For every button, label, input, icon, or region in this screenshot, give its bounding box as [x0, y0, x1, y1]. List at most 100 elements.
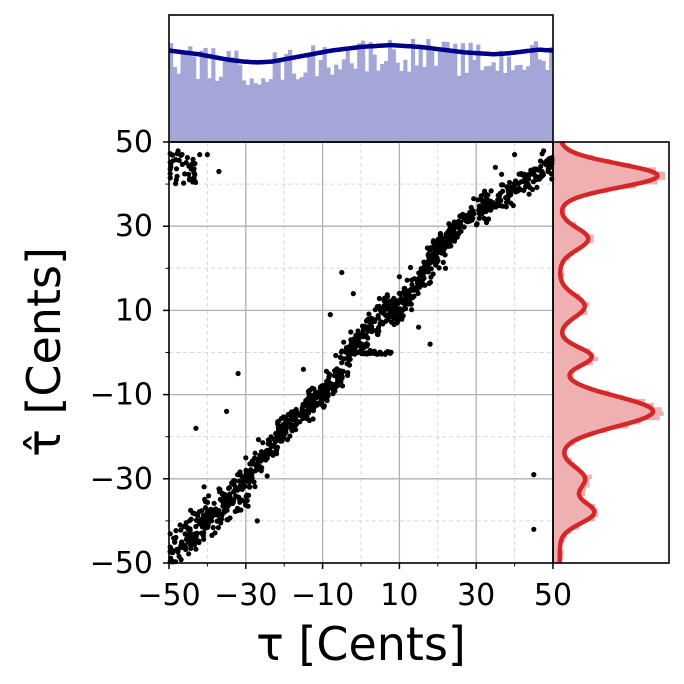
- data-point: [182, 544, 188, 550]
- data-point: [513, 189, 519, 195]
- data-point: [185, 535, 191, 541]
- y-tick-label: 10: [115, 293, 153, 328]
- data-point: [476, 215, 482, 221]
- right-histogram-bar: [553, 285, 565, 290]
- top-histogram-bar: [345, 49, 350, 142]
- data-point: [424, 245, 430, 251]
- top-histogram-bar: [238, 64, 243, 142]
- data-point: [481, 215, 487, 222]
- top-histogram-bar: [249, 78, 254, 142]
- right-kde-curve: [557, 141, 660, 563]
- data-point: [364, 350, 370, 356]
- data-point: [425, 252, 431, 258]
- data-point: [237, 496, 243, 503]
- right-histogram-bar: [553, 352, 595, 358]
- data-point: [409, 277, 415, 283]
- data-point: [253, 461, 260, 467]
- data-point: [341, 339, 347, 345]
- data-point: [391, 315, 397, 321]
- minor-grid: [169, 142, 553, 563]
- data-point: [440, 247, 446, 253]
- data-point: [319, 386, 325, 392]
- right-histogram-bar: [553, 381, 579, 387]
- data-point: [338, 375, 344, 381]
- top-histogram-bar: [426, 38, 431, 143]
- data-point: [191, 174, 197, 180]
- top-histogram-bar: [353, 68, 358, 142]
- data-point: [191, 531, 197, 537]
- data-point: [488, 188, 494, 194]
- top-histogram-bar: [526, 66, 531, 142]
- data-point: [329, 383, 335, 389]
- top-histogram-bar: [545, 70, 550, 142]
- data-point: [277, 429, 283, 435]
- top-histogram-bar: [449, 48, 454, 142]
- data-point: [387, 350, 393, 356]
- top-histogram-bar: [303, 72, 308, 142]
- right-histogram-bar: [553, 419, 641, 425]
- top-histogram-bar: [234, 50, 239, 142]
- right-histogram-bar: [553, 411, 664, 416]
- data-point: [264, 473, 270, 479]
- top-histogram-bar: [549, 47, 554, 142]
- right-histogram-bar: [553, 301, 590, 307]
- data-point: [211, 500, 217, 506]
- data-point: [197, 152, 203, 158]
- data-point: [503, 195, 509, 201]
- data-point: [193, 425, 199, 431]
- top-histogram-bar: [226, 50, 231, 143]
- data-point: [439, 241, 445, 248]
- data-point: [201, 484, 207, 490]
- top-histogram-bar: [169, 43, 174, 142]
- x-tick-label: −50: [137, 578, 200, 613]
- data-point: [238, 507, 244, 513]
- top-histogram-bar: [215, 80, 220, 142]
- data-point: [369, 328, 375, 335]
- data-point: [345, 372, 351, 378]
- right-histogram-bar: [553, 188, 609, 193]
- data-point: [496, 192, 502, 199]
- data-point: [384, 294, 391, 300]
- data-point: [354, 343, 360, 349]
- data-point: [407, 264, 414, 271]
- right-histogram-bar: [553, 217, 569, 223]
- right-histogram-bar: [553, 541, 560, 547]
- top-histogram-bar: [322, 47, 327, 142]
- right-histogram-bar: [553, 142, 566, 147]
- data-point: [371, 350, 377, 356]
- right-histogram-bar: [553, 318, 571, 324]
- data-point: [499, 171, 505, 177]
- data-point: [348, 329, 354, 335]
- data-point: [298, 412, 304, 418]
- right-histogram-bar: [553, 213, 565, 219]
- top-histogram-bar: [468, 42, 473, 142]
- top-histogram-bar: [506, 56, 512, 142]
- top-histogram-bar: [457, 75, 462, 142]
- right-histogram-bar: [553, 146, 569, 151]
- data-point: [508, 189, 514, 195]
- data-point: [273, 451, 280, 457]
- top-histogram-bar: [199, 50, 204, 143]
- x-tick-label: 30: [457, 578, 495, 613]
- data-point: [419, 270, 425, 276]
- data-point: [175, 548, 181, 555]
- data-point: [421, 275, 427, 281]
- data-point: [451, 233, 457, 239]
- data-point: [308, 396, 314, 402]
- data-point: [268, 444, 274, 450]
- top-histogram-bar: [483, 66, 489, 142]
- data-point: [215, 525, 221, 531]
- right-histogram-bar: [553, 499, 586, 505]
- data-point: [290, 417, 296, 423]
- right-histogram-bar: [553, 365, 581, 370]
- data-point: [339, 348, 345, 354]
- data-point: [533, 176, 539, 182]
- right-histogram-bar: [553, 360, 593, 366]
- data-point: [429, 259, 436, 265]
- data-point: [337, 368, 343, 374]
- data-point: [456, 220, 462, 226]
- data-point: [513, 178, 519, 184]
- data-point: [198, 530, 204, 536]
- data-point: [421, 259, 427, 265]
